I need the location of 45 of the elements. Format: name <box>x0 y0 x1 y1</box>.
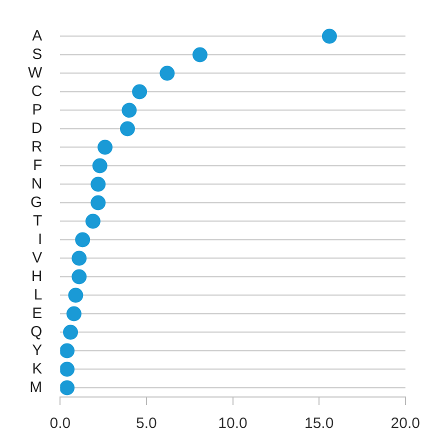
point <box>122 102 137 118</box>
y-tick-label: N <box>31 175 42 192</box>
y-tick-label: Q <box>30 323 42 340</box>
y-tick-label: Y <box>32 342 42 359</box>
y-tick-label: S <box>32 46 42 63</box>
point <box>60 362 75 377</box>
y-tick-label: G <box>30 194 42 211</box>
point <box>68 288 84 303</box>
point <box>75 232 90 248</box>
y-tick-label: F <box>32 156 42 174</box>
y-tick-label: I <box>38 230 42 248</box>
point <box>90 176 106 192</box>
point <box>72 269 87 284</box>
x-tick-label: 15.0 <box>304 415 334 432</box>
point <box>90 195 106 210</box>
y-tick-label: D <box>31 120 42 137</box>
point <box>120 121 135 136</box>
point <box>98 140 113 155</box>
point <box>85 214 100 229</box>
point <box>160 66 175 81</box>
point <box>60 343 75 358</box>
point <box>132 84 148 100</box>
y-tick-label: L <box>34 286 42 304</box>
y-tick-label: P <box>32 101 42 118</box>
point <box>92 158 108 174</box>
point <box>66 306 82 322</box>
y-tick-label: V <box>32 249 42 266</box>
y-tick-label: R <box>31 138 42 156</box>
y-tick-label: T <box>32 212 42 230</box>
x-tick-label: 20.0 <box>390 415 420 432</box>
y-tick-label: M <box>30 378 42 396</box>
point <box>72 250 87 266</box>
y-tick-label: K <box>32 360 42 378</box>
point <box>60 380 75 396</box>
y-tick-label: A <box>32 27 42 44</box>
y-tick-label: W <box>28 64 43 82</box>
x-tick-label: 5.0 <box>136 415 157 432</box>
x-tick-label: 0.0 <box>50 415 71 432</box>
y-tick-label: C <box>31 82 42 100</box>
y-tick-label: H <box>31 268 42 285</box>
point <box>192 47 208 62</box>
y-tick-label: E <box>32 304 42 322</box>
x-tick-label: 10.0 <box>218 415 248 432</box>
point <box>63 324 78 340</box>
point <box>322 28 337 44</box>
